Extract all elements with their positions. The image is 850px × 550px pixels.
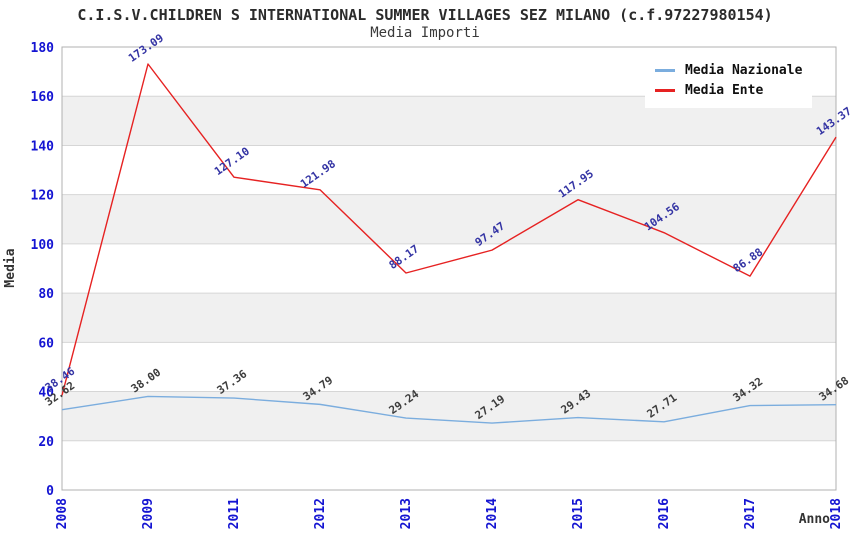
x-tick-label: 2013 <box>399 498 414 529</box>
x-tick-label: 2011 <box>227 498 242 529</box>
media-ente-line-swatch <box>655 88 675 92</box>
legend-label: Media Ente <box>685 82 764 98</box>
y-axis-title: Media <box>3 248 18 287</box>
x-tick-label: 2009 <box>141 498 156 529</box>
x-tick-label: 2012 <box>313 498 328 529</box>
y-tick-label: 80 <box>38 287 54 302</box>
x-tick-label: 2015 <box>571 498 586 529</box>
point-label: 127.10 <box>212 145 252 178</box>
plot-border <box>61 46 837 491</box>
point-label: 38.00 <box>129 366 164 396</box>
chart-subtitle: Media Importi <box>370 25 480 41</box>
y-tick-label: 160 <box>31 90 55 105</box>
legend-item-media-nazionale: Media Nazionale <box>655 60 806 80</box>
series-line-media-ente <box>61 63 837 396</box>
point-label: 173.09 <box>126 31 166 64</box>
plot-band <box>62 391 836 441</box>
x-tick-label: 2017 <box>743 498 758 529</box>
point-label: 121.98 <box>298 157 338 190</box>
y-tick-label: 100 <box>31 238 55 253</box>
y-tick-label: 180 <box>31 41 55 56</box>
plot-band <box>62 293 836 343</box>
series-line-media-nazionale <box>61 395 837 424</box>
y-tick-label: 120 <box>31 189 55 204</box>
legend-item-media-ente: Media Ente <box>655 80 806 100</box>
y-tick-label: 40 <box>38 386 54 401</box>
x-tick-label: 2016 <box>657 498 672 529</box>
y-tick-label: 60 <box>38 336 54 351</box>
y-tick-label: 20 <box>38 435 54 450</box>
media-nazionale-line-swatch <box>655 68 675 72</box>
plot-band <box>62 194 836 244</box>
y-tick-label: 140 <box>31 139 55 154</box>
chart-legend: Media Nazionale Media Ente <box>645 52 812 108</box>
y-tick-label: 0 <box>46 484 54 499</box>
chart-title: C.I.S.V.CHILDREN S INTERNATIONAL SUMMER … <box>77 6 773 24</box>
legend-label: Media Nazionale <box>685 62 803 78</box>
x-axis-title: Anno <box>799 512 830 527</box>
point-label: 88.17 <box>387 242 422 272</box>
x-tick-label: 2008 <box>55 498 70 529</box>
x-tick-label: 2014 <box>485 498 500 529</box>
x-tick-label: 2018 <box>829 498 844 529</box>
